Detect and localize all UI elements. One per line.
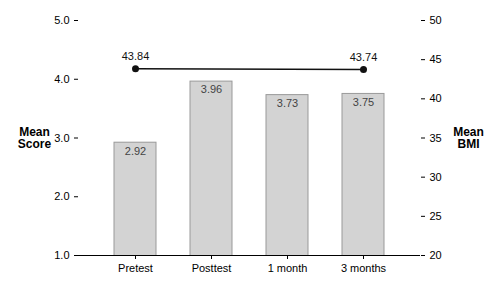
svg-text:3 months: 3 months [341, 262, 387, 274]
svg-text:4.0: 4.0 [54, 73, 69, 85]
svg-text:Pretest: Pretest [118, 262, 153, 274]
svg-text:3.73: 3.73 [277, 97, 298, 109]
svg-text:Posttest: Posttest [192, 262, 232, 274]
svg-text:20: 20 [430, 249, 442, 261]
svg-text:MeanBMI: MeanBMI [453, 125, 484, 151]
svg-text:43.74: 43.74 [350, 51, 378, 63]
svg-text:2.0: 2.0 [54, 190, 69, 202]
svg-text:5.0: 5.0 [54, 14, 69, 26]
svg-text:40: 40 [430, 92, 442, 104]
svg-text:45: 45 [430, 53, 442, 65]
svg-text:2.92: 2.92 [125, 145, 146, 157]
svg-text:1 month: 1 month [268, 262, 308, 274]
svg-text:3.96: 3.96 [201, 83, 222, 95]
svg-text:1.0: 1.0 [54, 249, 69, 261]
svg-text:MeanScore: MeanScore [18, 125, 52, 151]
svg-text:3.0: 3.0 [54, 132, 69, 144]
svg-text:43.84: 43.84 [122, 50, 150, 62]
svg-text:30: 30 [430, 171, 442, 183]
svg-text:25: 25 [430, 210, 442, 222]
svg-text:3.75: 3.75 [353, 96, 374, 108]
svg-text:50: 50 [430, 14, 442, 26]
svg-text:35: 35 [430, 132, 442, 144]
